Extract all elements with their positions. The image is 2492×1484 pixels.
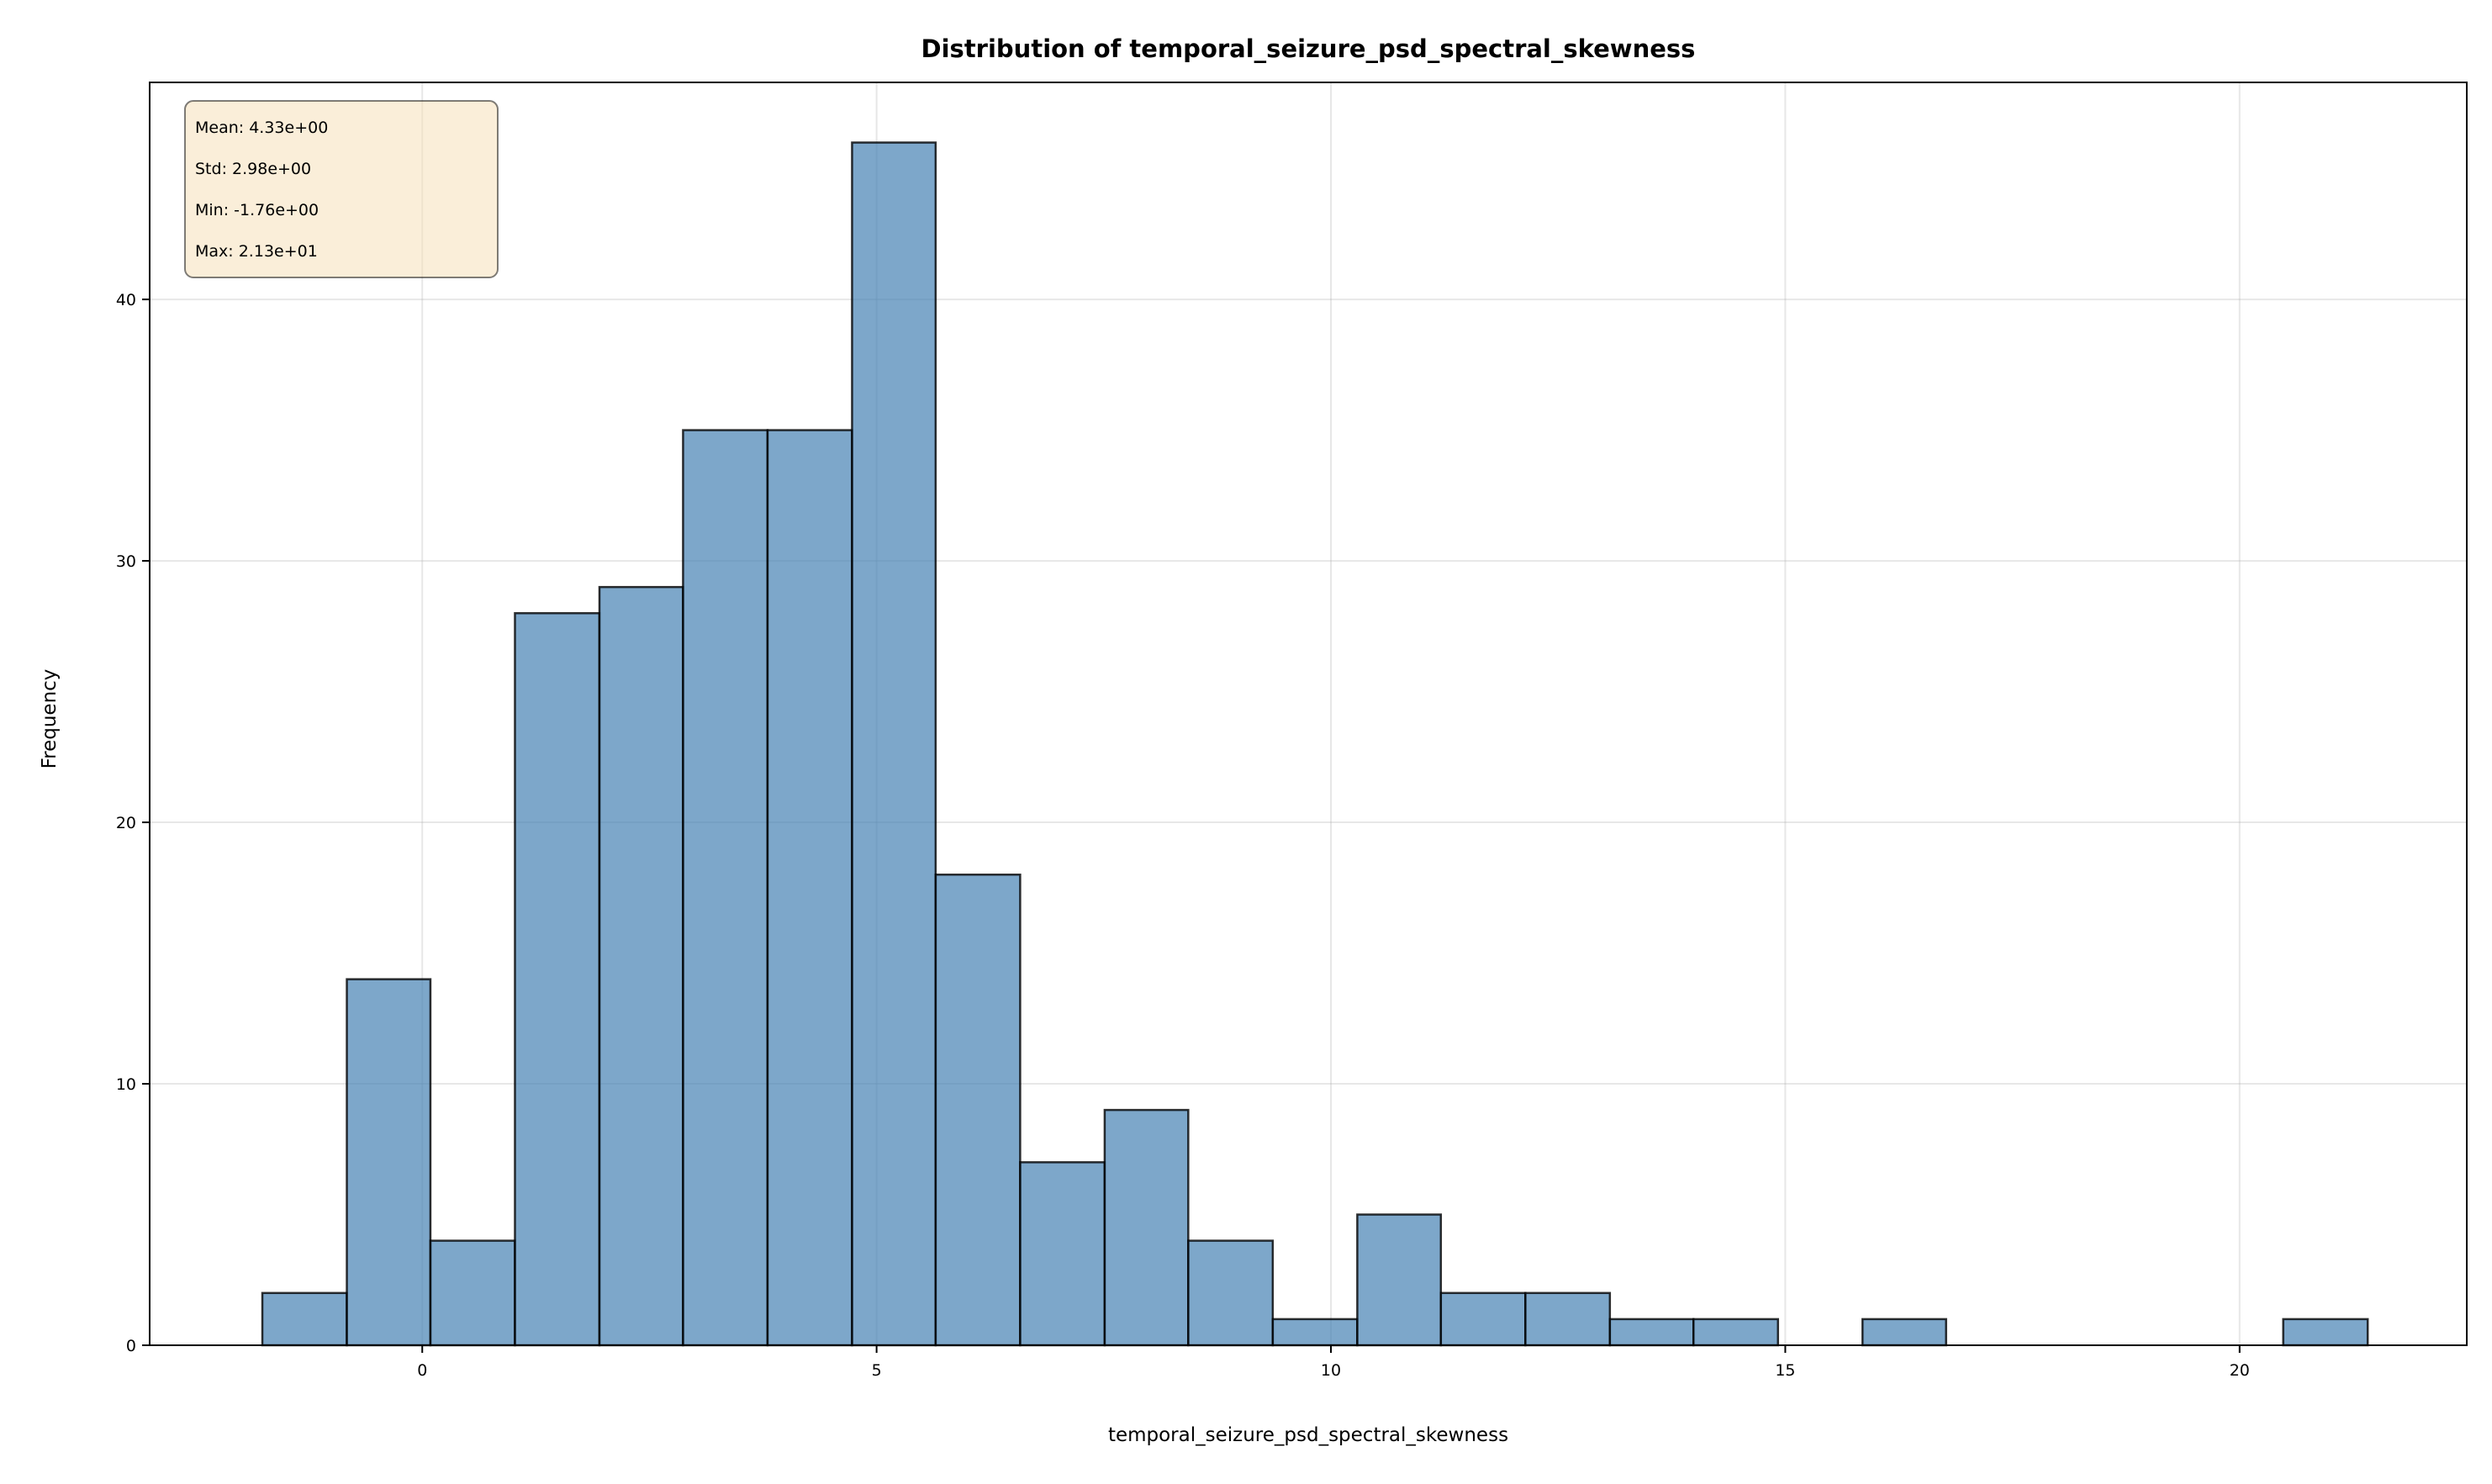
- histogram-bar: [851, 141, 937, 1347]
- histogram-bar: [346, 978, 432, 1347]
- histogram-bar: [429, 1239, 516, 1347]
- histogram-bar: [1692, 1318, 1780, 1347]
- y-tick-label: 30: [116, 552, 136, 571]
- histogram-bar: [1356, 1213, 1443, 1347]
- x-tick-label: 20: [2230, 1361, 2250, 1380]
- y-tick-label: 0: [126, 1337, 136, 1355]
- histogram-bar: [1271, 1318, 1359, 1347]
- histogram-bar: [598, 585, 684, 1347]
- stats-box-background: [184, 100, 499, 278]
- histogram-bar: [934, 873, 1022, 1347]
- histogram-bar: [766, 429, 853, 1347]
- stats-std: Std: 2.98e+00: [195, 160, 311, 178]
- chart-title: Distribution of temporal_seizure_psd_spe…: [921, 34, 1696, 63]
- plot-frame: [149, 82, 2468, 1346]
- stats-max: Max: 2.13e+01: [195, 242, 318, 261]
- histogram-bars: [261, 141, 2369, 1347]
- x-axis-label: temporal_seizure_psd_spectral_skewness: [1108, 1424, 1508, 1446]
- x-tick-label: 15: [1775, 1361, 1795, 1380]
- y-tick-label: 10: [116, 1075, 136, 1094]
- histogram-bar: [1019, 1161, 1106, 1347]
- histogram-bar: [1103, 1108, 1190, 1347]
- histogram-bar: [1439, 1291, 1527, 1347]
- y-tick-label: 40: [116, 291, 136, 309]
- histogram-bar: [1861, 1318, 1947, 1347]
- y-axis-ticks: 0 10 20 30 40: [116, 291, 150, 1355]
- x-tick-label: 5: [872, 1361, 882, 1380]
- histogram-bar: [682, 429, 769, 1347]
- histogram-bar: [2282, 1318, 2369, 1347]
- histogram-bar: [1524, 1291, 1612, 1347]
- x-tick-label: 0: [417, 1361, 427, 1380]
- histogram-bar: [1187, 1239, 1275, 1347]
- histogram-bar: [514, 612, 601, 1347]
- y-axis-label: Frequency: [39, 669, 61, 769]
- histogram-bar: [1608, 1318, 1695, 1347]
- stats-box: Mean: 4.33e+00 Std: 2.98e+00 Min: -1.76e…: [184, 100, 499, 278]
- y-tick-label: 20: [116, 814, 136, 832]
- stats-min: Min: -1.76e+00: [195, 201, 319, 219]
- x-axis-ticks: 0 5 10 15 20: [417, 1345, 2250, 1380]
- stats-mean: Mean: 4.33e+00: [195, 119, 328, 137]
- x-tick-label: 10: [1321, 1361, 1341, 1380]
- histogram-bar: [261, 1291, 348, 1347]
